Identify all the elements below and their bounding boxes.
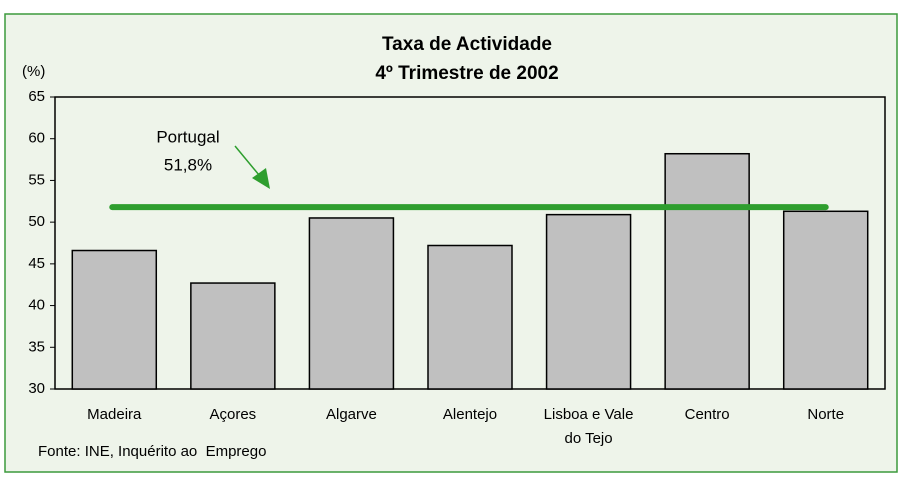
y-tick-label: 30	[28, 380, 45, 397]
y-tick-label: 35	[28, 338, 45, 355]
bar	[427, 244, 513, 390]
bar	[545, 213, 632, 390]
y-tick-label: 65	[28, 88, 45, 105]
x-tick-label: Alentejo	[442, 406, 498, 423]
arrow-head	[252, 168, 270, 189]
x-tick-label: Norte	[807, 406, 845, 423]
reference-name: Portugal	[156, 127, 219, 146]
chart-subtitle: 4º Trimestre de 2002	[375, 63, 558, 84]
bar	[190, 282, 276, 390]
reference-label: 51,8%	[164, 155, 212, 174]
x-tick-label: Centro	[684, 406, 730, 423]
y-axis-label: (%)	[22, 63, 45, 80]
bar	[664, 152, 750, 390]
chart-title: Taxa de Actividade	[382, 34, 552, 55]
y-tick-label: 40	[28, 297, 45, 314]
bar	[71, 249, 158, 390]
x-tick-label: Madeira	[87, 406, 142, 423]
bar	[308, 217, 395, 390]
source: Fonte: INE, Inquérito ao Emprego	[38, 443, 266, 460]
y-tick-label: 60	[28, 130, 45, 147]
x-tick-label: Açores	[209, 406, 257, 423]
bar	[782, 210, 869, 390]
y-tick-label: 55	[28, 171, 45, 188]
x-tick-label: Lisboa e Vale do Tejo	[543, 406, 634, 447]
y-tick-label: 45	[28, 255, 45, 272]
y-tick-label: 50	[28, 213, 45, 230]
x-tick-label: Algarve	[325, 406, 377, 423]
